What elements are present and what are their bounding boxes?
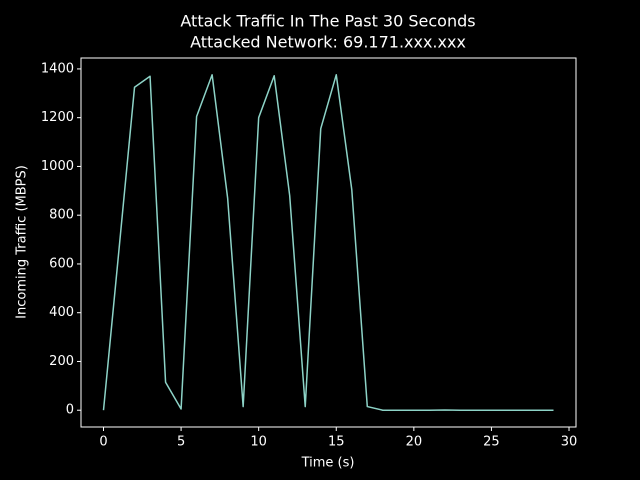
x-tick-label: 30 xyxy=(561,435,578,450)
x-tick-label: 25 xyxy=(483,435,500,450)
y-tick-label: 1000 xyxy=(41,159,74,174)
chart-subtitle: Attacked Network: 69.171.xxx.xxx xyxy=(190,33,466,52)
x-tick-label: 15 xyxy=(328,435,345,450)
y-tick-label: 800 xyxy=(49,208,74,223)
y-tick-label: 600 xyxy=(49,256,74,271)
x-axis-label: Time (s) xyxy=(301,456,355,471)
y-axis-label: Incoming Traffic (MBPS) xyxy=(15,165,30,319)
y-tick-label: 0 xyxy=(66,403,74,418)
x-tick-label: 5 xyxy=(177,435,185,450)
x-tick-label: 20 xyxy=(406,435,423,450)
y-tick-label: 400 xyxy=(49,305,74,320)
y-tick-label: 1200 xyxy=(41,110,74,125)
y-tick-label: 200 xyxy=(49,354,74,369)
line xyxy=(102,74,554,411)
x-tick-label: 0 xyxy=(99,435,107,450)
plot-frame xyxy=(80,57,577,428)
chart-title: Attack Traffic In The Past 30 Seconds xyxy=(180,12,475,31)
y-tick-label: 1400 xyxy=(41,61,74,76)
x-tick-label: 10 xyxy=(250,435,267,450)
